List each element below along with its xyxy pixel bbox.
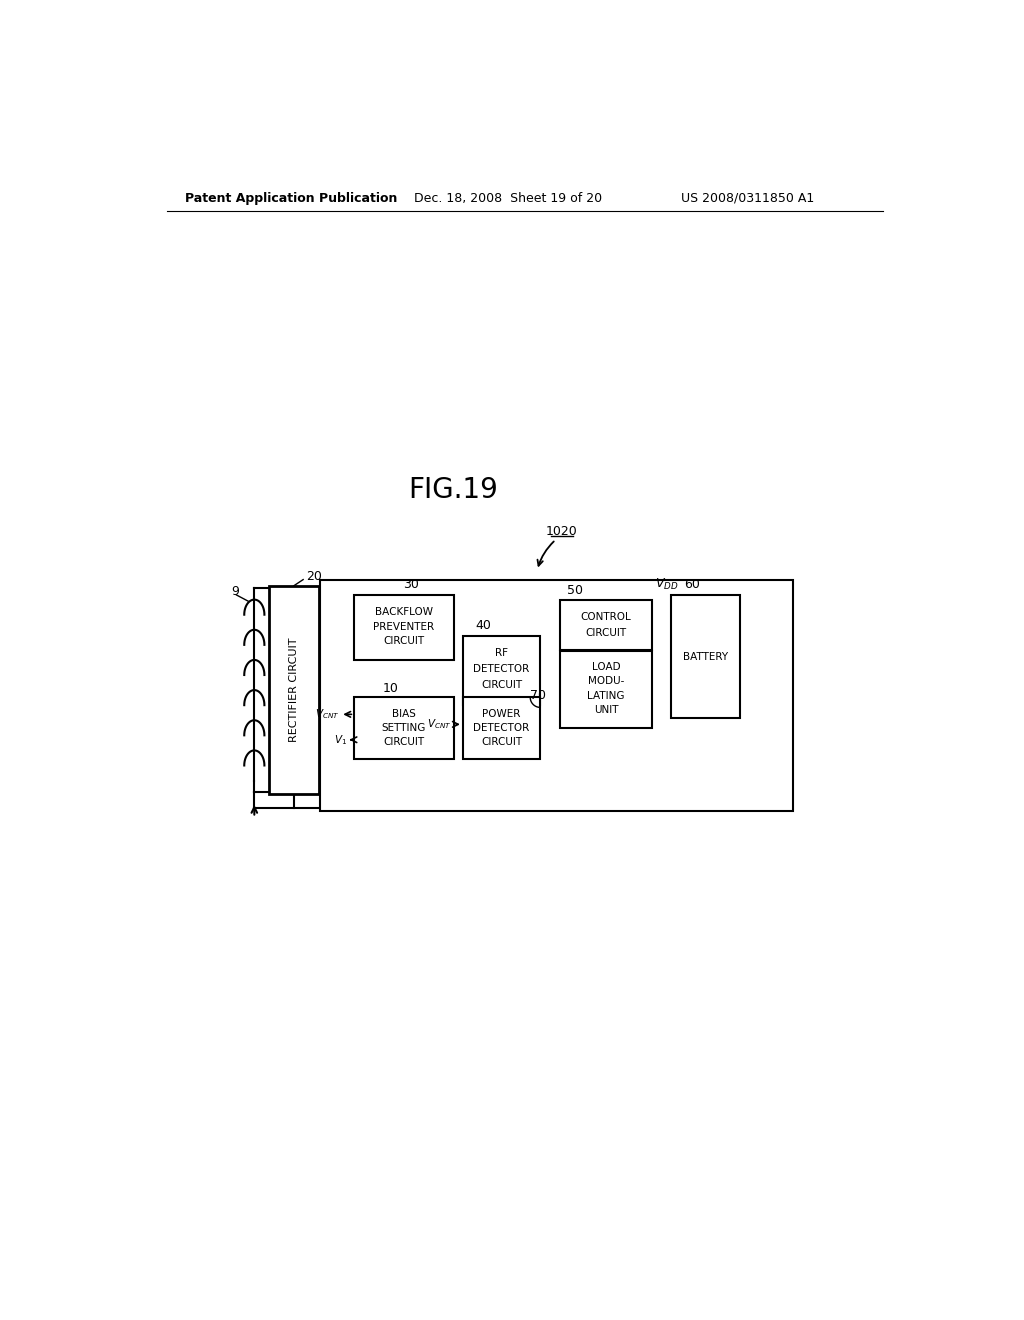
Text: 1020: 1020: [546, 524, 578, 537]
Text: UNIT: UNIT: [594, 705, 618, 715]
Bar: [269, 586, 319, 793]
Text: 60: 60: [684, 578, 699, 591]
Text: PREVENTER: PREVENTER: [374, 622, 434, 631]
Bar: [560, 651, 652, 729]
Text: CIRCUIT: CIRCUIT: [383, 636, 425, 647]
Bar: [354, 697, 454, 759]
Text: $V_{CNT}$: $V_{CNT}$: [427, 718, 452, 731]
Text: $V_1$: $V_1$: [334, 733, 347, 747]
Text: 10: 10: [382, 681, 398, 694]
Text: 20: 20: [306, 570, 323, 583]
Text: 30: 30: [403, 578, 419, 591]
Text: CIRCUIT: CIRCUIT: [383, 737, 425, 747]
Text: RECTIFIER CIRCUIT: RECTIFIER CIRCUIT: [289, 638, 299, 742]
Text: 50: 50: [566, 583, 583, 597]
Text: 9: 9: [231, 585, 239, 598]
Text: $V_{DD}$: $V_{DD}$: [655, 577, 679, 591]
Text: CIRCUIT: CIRCUIT: [586, 628, 627, 638]
Text: Dec. 18, 2008  Sheet 19 of 20: Dec. 18, 2008 Sheet 19 of 20: [414, 191, 602, 205]
Bar: [671, 595, 740, 718]
Text: 70: 70: [530, 689, 546, 702]
Text: SETTING: SETTING: [382, 723, 426, 733]
Bar: [321, 581, 793, 812]
Bar: [463, 697, 541, 759]
Text: DETECTOR: DETECTOR: [473, 664, 529, 675]
Text: $V_{CNT}$: $V_{CNT}$: [315, 708, 339, 721]
Text: CONTROL: CONTROL: [581, 612, 632, 622]
Text: BACKFLOW: BACKFLOW: [375, 607, 433, 616]
Text: RF: RF: [495, 648, 508, 657]
Bar: [354, 595, 454, 660]
Bar: [560, 601, 652, 651]
Text: LATING: LATING: [588, 690, 625, 701]
Text: CIRCUIT: CIRCUIT: [481, 737, 522, 747]
Text: POWER: POWER: [482, 709, 521, 719]
Text: CIRCUIT: CIRCUIT: [481, 680, 522, 690]
Bar: [463, 636, 541, 705]
Text: LOAD: LOAD: [592, 661, 621, 672]
Text: BATTERY: BATTERY: [683, 652, 728, 661]
Text: BIAS: BIAS: [392, 709, 416, 719]
Text: MODU-: MODU-: [588, 676, 625, 686]
Text: 40: 40: [475, 619, 492, 632]
Text: FIG.19: FIG.19: [409, 475, 499, 503]
Text: US 2008/0311850 A1: US 2008/0311850 A1: [681, 191, 815, 205]
Text: Patent Application Publication: Patent Application Publication: [184, 191, 397, 205]
Text: DETECTOR: DETECTOR: [473, 723, 529, 733]
